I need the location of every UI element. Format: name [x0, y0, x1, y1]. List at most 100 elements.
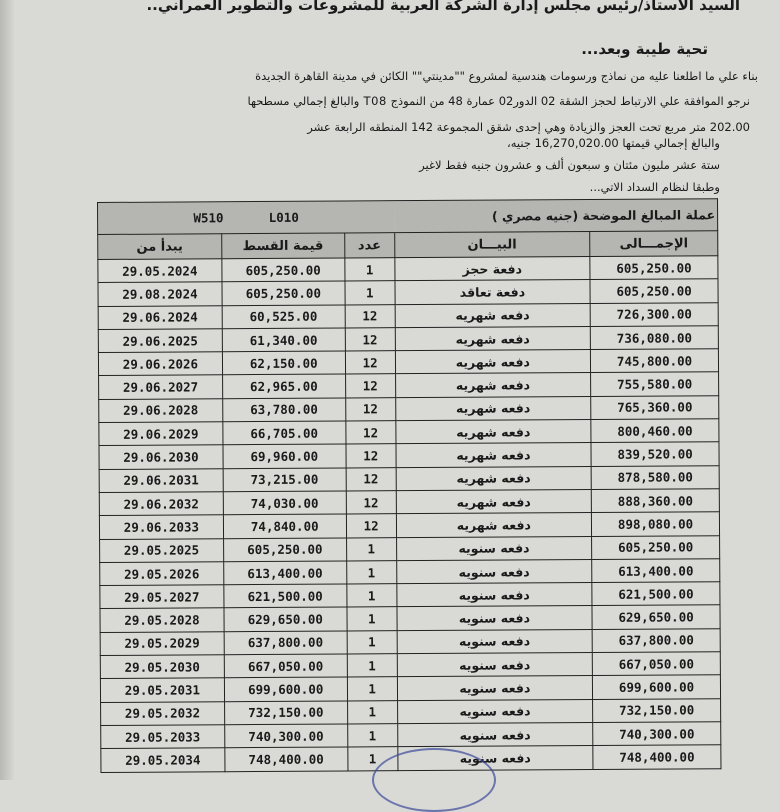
cell-description: دفعة تعاقد [394, 279, 591, 305]
cell-description: دفعه سنويه [396, 629, 593, 654]
paragraph-line-3: 202.00 متر مربع تحت العجز والزيادة وهي إ… [307, 120, 750, 134]
cell-count: 1 [346, 630, 397, 655]
payment-intro: وطبقا لنظام السداد الاتي... [589, 180, 720, 194]
greeting: تحية طيبة وبعد... [581, 40, 708, 58]
cell-start: 29.06.2024 [98, 305, 223, 330]
header-start: يبدأ من [97, 233, 222, 260]
cell-description: دفعه سنويه [397, 699, 593, 724]
cell-description: دفعه شهريه [395, 419, 592, 445]
cell-start: 29.06.2026 [98, 351, 223, 376]
cell-installment: 605,250.00 [223, 537, 347, 562]
cell-installment: 748,400.00 [224, 747, 348, 772]
header-description: البيـــان [394, 231, 590, 258]
cell-count: 1 [347, 723, 398, 748]
cell-installment: 732,150.00 [224, 700, 348, 725]
cell-installment: 74,030.00 [223, 490, 347, 516]
cell-installment: 73,215.00 [222, 467, 346, 492]
cell-start: 29.05.2026 [99, 561, 224, 586]
cell-start: 29.06.2031 [99, 468, 224, 493]
cell-description: دفعه شهريه [395, 489, 592, 514]
paragraph-line-2: نرجو الموافقة علي الارتباط لحجز الشقة 02… [247, 94, 750, 108]
cell-installment: 667,050.00 [224, 654, 348, 679]
cell-total: 736,080.00 [590, 325, 719, 350]
cell-start: 29.05.2034 [100, 747, 225, 773]
cell-count: 1 [344, 257, 395, 282]
cell-count: 12 [344, 327, 396, 352]
cell-description: دفعه سنويه [396, 559, 592, 584]
cell-start: 29.05.2033 [100, 724, 225, 749]
cell-start: 29.06.2032 [99, 491, 224, 516]
cell-installment: 74,840.00 [223, 514, 347, 539]
cell-total: 726,300.00 [590, 302, 719, 327]
cell-start: 29.06.2027 [98, 375, 223, 400]
cell-total: 748,400.00 [592, 744, 721, 770]
cell-start: 29.06.2033 [99, 515, 224, 540]
code-w510: W510 [193, 210, 224, 226]
cell-description: دفعه شهريه [394, 303, 591, 328]
stamp [372, 748, 496, 812]
cell-description: دفعه شهريه [395, 466, 592, 491]
cell-description: دفعه شهريه [395, 442, 592, 468]
header-count: عدد [344, 232, 395, 258]
cell-total: 621,500.00 [591, 581, 720, 606]
cell-start: 29.06.2025 [98, 328, 223, 353]
cell-total: 699,600.00 [592, 675, 721, 700]
cell-count: 1 [344, 280, 395, 305]
cell-count: 1 [346, 537, 397, 561]
cell-description: دفعه سنويه [397, 675, 593, 701]
cell-installment: 699,600.00 [224, 677, 348, 702]
cell-count: 12 [345, 420, 396, 445]
cell-total: 605,250.00 [589, 255, 718, 280]
paragraph-line-1: بناء علي ما اطلعنا عليه من نماذج ورسومات… [255, 69, 758, 83]
addressee: السيد الأستاذ/رئيس مجلس إدارة الشركة الع… [146, 0, 740, 14]
cell-description: دفعه سنويه [397, 722, 593, 747]
cell-start: 29.05.2024 [97, 258, 222, 283]
cell-installment: 62,965.00 [222, 374, 346, 399]
cell-start: 29.05.2029 [100, 631, 225, 656]
column-header-row: يبدأ من قيمة القسط عدد البيـــان الإجمــ… [97, 230, 718, 260]
paragraph-line-3-text: 202.00 متر مربع تحت العجز والزيادة وهي إ… [307, 120, 750, 134]
cell-start: 29.05.2027 [99, 584, 224, 609]
table-caption-row: W510 L010 عملة المبالغ الموضحة (جنيه مصر… [97, 198, 718, 235]
cell-count: 1 [346, 653, 398, 678]
cell-total: 613,400.00 [591, 558, 720, 583]
cell-installment: 69,960.00 [222, 444, 346, 469]
cell-installment: 621,500.00 [223, 584, 347, 609]
cell-total: 888,360.00 [591, 488, 720, 513]
cell-installment: 740,300.00 [224, 723, 348, 748]
cell-total: 732,150.00 [592, 698, 721, 723]
payment-schedule-table: W510 L010 عملة المبالغ الموضحة (جنيه مصر… [97, 198, 721, 773]
cell-count: 12 [345, 444, 396, 468]
cell-count: 1 [347, 700, 398, 724]
cell-total: 605,250.00 [591, 535, 720, 560]
cell-total: 667,050.00 [592, 651, 721, 676]
cell-installment: 613,400.00 [223, 560, 347, 585]
cell-start: 29.06.2028 [98, 398, 223, 423]
header-total: الإجمـــالى [589, 230, 718, 257]
cell-description: دفعه سنويه [396, 605, 593, 631]
cell-total: 765,360.00 [590, 395, 719, 420]
cell-description: دفعه شهريه [396, 512, 592, 538]
cell-total: 605,250.00 [590, 279, 719, 304]
cell-start: 29.06.2029 [98, 421, 223, 446]
cell-installment: 61,340.00 [222, 327, 346, 352]
cell-count: 1 [346, 560, 397, 585]
cell-start: 29.08.2024 [97, 282, 222, 307]
cell-count: 12 [346, 513, 397, 538]
cell-count: 12 [345, 374, 396, 398]
cell-start: 29.05.2025 [99, 538, 224, 563]
cell-count: 1 [346, 583, 397, 608]
header-installment: قيمة القسط [221, 232, 345, 259]
cell-installment: 605,250.00 [221, 281, 345, 306]
cell-installment: 637,800.00 [223, 630, 347, 655]
currency-caption: عملة المبالغ الموضحة (جنيه مصري ) [394, 198, 718, 233]
cell-total: 745,800.00 [590, 348, 719, 373]
cell-total: 800,460.00 [590, 418, 719, 443]
cell-total: 755,580.00 [590, 372, 719, 397]
cell-count: 12 [345, 467, 396, 491]
cell-start: 29.05.2032 [100, 701, 225, 726]
cell-description: دفعه سنويه [396, 652, 593, 678]
cell-total: 629,650.00 [592, 605, 721, 630]
page-edge [0, 0, 14, 780]
cell-installment: 60,525.00 [221, 304, 345, 329]
